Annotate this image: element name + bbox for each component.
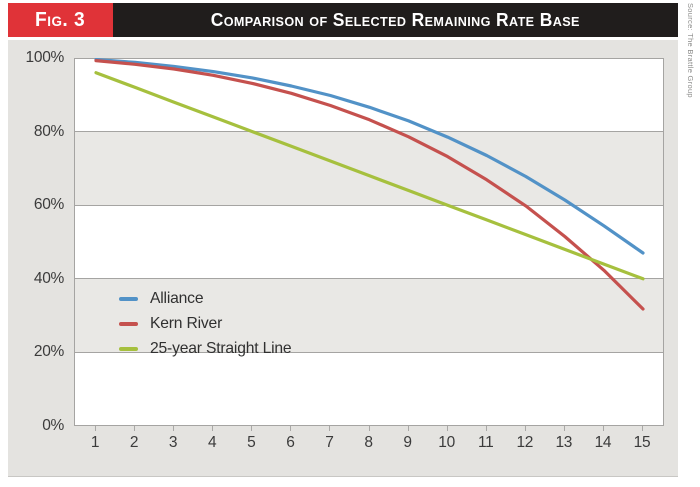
gridline-0 — [75, 425, 663, 426]
chart-panel: 100% 80% 60% 40% 20% 0% Alliance Kern River 25-… — [8, 40, 678, 477]
x-tick-mark-2 — [134, 426, 136, 431]
y-tick-label-100: 100% — [25, 49, 65, 66]
x-tick-label-6: 6 — [286, 434, 295, 451]
x-tick-label-3: 3 — [168, 434, 178, 451]
x-tick-mark-6 — [290, 426, 292, 431]
source-credit: Source: The Brattle Group — [686, 3, 695, 98]
x-tick-label-8: 8 — [364, 434, 373, 451]
legend-swatch-alliance — [119, 296, 138, 301]
figure-title-bar: Comparison of Selected Remaining Rate Ba… — [113, 3, 678, 37]
series-line-kern-river — [94, 59, 645, 311]
gridline-100 — [75, 58, 663, 59]
legend-label-kern-river: Kern River — [150, 314, 223, 332]
series-line-alliance — [94, 58, 645, 255]
gridline-40 — [75, 278, 663, 279]
y-tick-label-60: 60% — [33, 196, 64, 214]
x-tick-label-13: 13 — [555, 434, 573, 451]
y-tick-label-0: 0% — [42, 417, 64, 434]
legend-swatch-kern-river — [119, 321, 138, 326]
legend-swatch-25-year-straight-line — [119, 346, 138, 351]
figure-number-badge: Fig. 3 — [8, 3, 113, 37]
x-tick-label-9: 9 — [403, 434, 412, 451]
x-tick-label-11: 11 — [477, 434, 494, 451]
x-tick-label-2: 2 — [129, 434, 139, 451]
legend-item-25-year-straight-line: 25-year Straight Line — [119, 336, 294, 361]
x-tick-mark-11 — [485, 426, 487, 431]
gridline-60 — [75, 205, 663, 206]
y-tick-label-20: 20% — [33, 343, 64, 361]
x-tick-label-1: 1 — [90, 434, 100, 451]
x-tick-mark-10 — [446, 426, 448, 431]
x-tick-mark-4 — [212, 426, 214, 431]
x-tick-mark-8 — [368, 426, 370, 431]
legend-item-kern-river: Kern River — [119, 311, 294, 336]
x-tick-mark-3 — [173, 426, 175, 431]
x-tick-mark-12 — [524, 426, 526, 431]
x-tick-label-10: 10 — [438, 434, 455, 451]
x-tick-mark-1 — [95, 426, 96, 431]
legend-label-alliance: Alliance — [150, 289, 204, 307]
legend-item-alliance: Alliance — [119, 286, 294, 311]
plot-area: Alliance Kern River 25-year Straight Line — [74, 58, 664, 426]
x-tick-mark-14 — [602, 426, 604, 431]
x-tick-label-14: 14 — [594, 434, 612, 451]
series-line-25-year-straight-line — [94, 71, 645, 281]
x-tick-mark-5 — [251, 426, 253, 431]
gray-band-40-20 — [75, 279, 663, 353]
x-tick-mark-13 — [563, 426, 565, 431]
x-tick-label-4: 4 — [208, 434, 217, 451]
legend-label-25-year-straight-line: 25-year Straight Line — [150, 339, 292, 357]
gridline-20 — [75, 352, 663, 353]
chart-legend: Alliance Kern River 25-year Straight Line — [119, 286, 294, 361]
x-tick-label-7: 7 — [325, 434, 334, 451]
x-tick-label-12: 12 — [516, 434, 534, 451]
gray-band-80-60 — [75, 132, 663, 206]
x-tick-label-15: 15 — [633, 434, 651, 451]
x-tick-label-5: 5 — [247, 434, 256, 451]
gridline-80 — [75, 131, 663, 132]
y-tick-label-40: 40% — [33, 269, 64, 287]
x-tick-mark-9 — [407, 426, 409, 431]
figure-number-label: Fig. 3 — [35, 8, 86, 31]
x-tick-mark-7 — [329, 426, 331, 431]
figure-title: Comparison of Selected Remaining Rate Ba… — [210, 9, 581, 30]
y-tick-label-80: 80% — [33, 122, 64, 140]
x-tick-mark-15 — [642, 426, 643, 431]
series-lines — [94, 58, 645, 311]
